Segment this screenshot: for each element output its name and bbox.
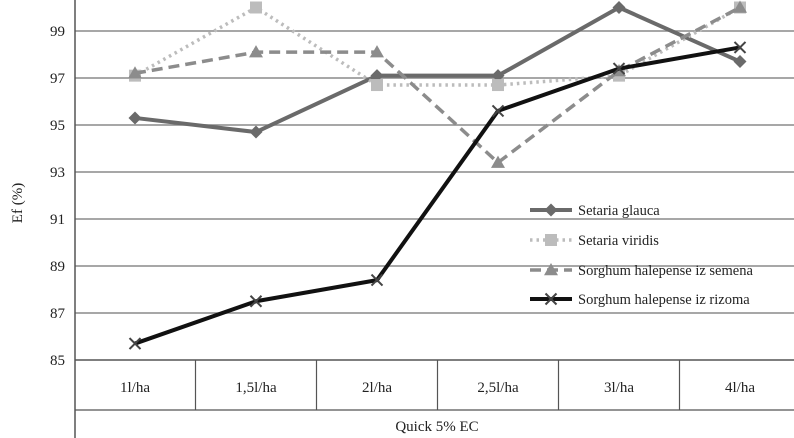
y-tick-label: 95 [50, 118, 65, 134]
data-point [544, 292, 558, 306]
data-point [371, 79, 383, 92]
series-line [134, 5, 741, 135]
data-point [491, 69, 505, 83]
x-tick-label: 2l/ha [362, 380, 392, 396]
data-point [544, 203, 558, 217]
y-tick-label: 89 [50, 259, 65, 275]
y-tick-label: 87 [50, 306, 66, 322]
x-tick-label: 4l/ha [725, 380, 755, 396]
data-point [370, 45, 384, 58]
legend-item: Sorghum halepense iz semena [530, 263, 753, 279]
data-point [249, 295, 263, 308]
x-tick-labels: 1l/ha 1,5l/ha 2l/ha 2,5l/ha 3l/ha 4l/ha [120, 380, 755, 396]
data-point [733, 0, 747, 13]
y-tick-label: 91 [50, 212, 65, 228]
data-point [250, 1, 262, 14]
legend-item: Sorghum halepense iz rizoma [530, 292, 750, 308]
y-tick-label: 99 [50, 24, 65, 40]
legend-label: Setaria viridis [578, 233, 659, 249]
legend-label: Setaria glauca [578, 203, 660, 219]
data-point [612, 1, 626, 14]
data-point [128, 337, 142, 350]
data-point [128, 66, 142, 79]
legend-label: Sorghum halepense iz rizoma [578, 292, 750, 308]
x-tick-label: 1l/ha [120, 380, 150, 396]
series-line [134, 5, 741, 165]
data-point [733, 41, 747, 54]
y-tick-label: 97 [50, 71, 66, 87]
y-tick-label: 93 [50, 165, 65, 181]
y-tick-labels: 85 87 89 91 93 95 97 99 [50, 24, 66, 369]
data-point [370, 273, 384, 287]
series-0 [128, 1, 747, 139]
legend-label: Sorghum halepense iz semena [578, 263, 753, 279]
data-point [544, 263, 558, 276]
y-tick-label: 85 [50, 353, 65, 369]
data-point [733, 55, 747, 69]
legend: Setaria glauca Setaria viridis Sorghum hal… [530, 203, 753, 308]
series-2 [128, 0, 747, 168]
series-3 [128, 41, 747, 350]
axes [74, 0, 794, 438]
data-point [491, 155, 505, 168]
data-point [492, 79, 504, 92]
data-point [249, 125, 263, 139]
series-lines [128, 0, 747, 350]
data-point [545, 234, 557, 246]
legend-item: Setaria glauca [530, 203, 660, 219]
data-point [370, 69, 384, 83]
x-tick-label: 1,5l/ha [235, 380, 277, 396]
legend-item: Setaria viridis [530, 233, 659, 249]
series-line [134, 45, 741, 346]
x-tick-label: 2,5l/ha [477, 380, 519, 396]
y-axis-title: Ef (%) [10, 183, 26, 223]
x-tick-label: 3l/ha [604, 380, 634, 396]
data-point [491, 104, 505, 118]
data-point [249, 45, 263, 58]
x-axis-title: Quick 5% EC [395, 419, 478, 435]
data-point [612, 62, 626, 75]
data-point [128, 111, 142, 125]
